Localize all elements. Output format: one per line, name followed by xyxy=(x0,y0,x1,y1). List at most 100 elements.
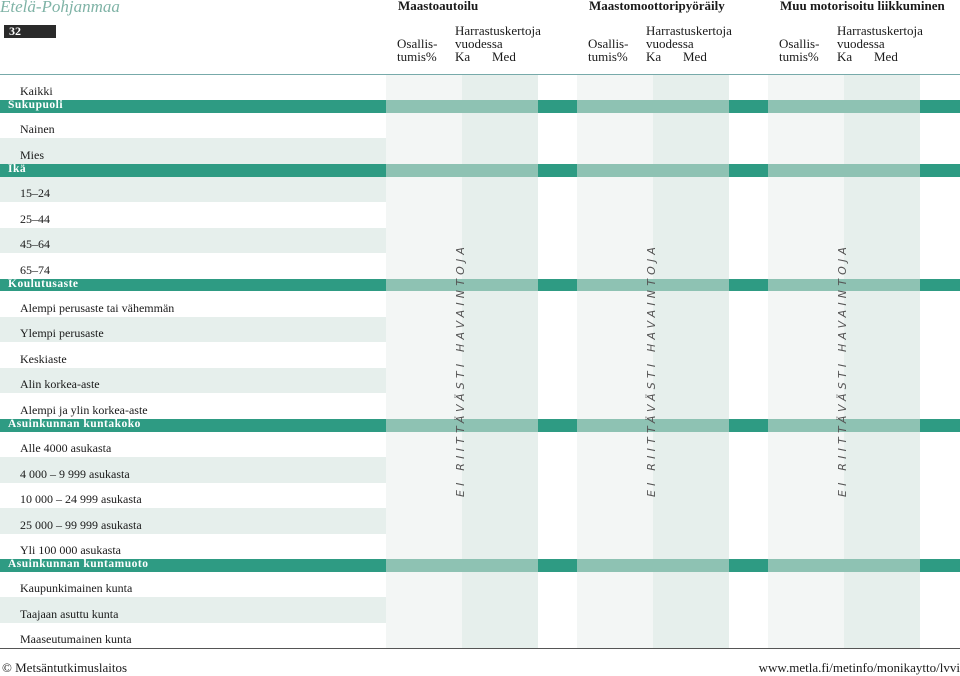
table-cell xyxy=(386,279,462,291)
table-cell xyxy=(538,457,576,483)
table-cell xyxy=(577,317,653,342)
table-row: Alempi perusaste tai vähemmän xyxy=(0,291,960,317)
table-cell xyxy=(577,228,653,253)
table-cell xyxy=(920,228,960,253)
table-cell xyxy=(538,623,576,648)
table-row: 15–24 xyxy=(0,177,960,202)
table-cell xyxy=(653,368,729,393)
table-cell xyxy=(920,100,960,113)
table-cell xyxy=(386,483,462,508)
table-cell xyxy=(920,177,960,202)
participation-header-line1: Osallis- xyxy=(397,36,438,51)
table-cell xyxy=(577,113,653,138)
mean-header: Ka xyxy=(646,49,662,64)
table-cell xyxy=(844,279,920,291)
table-cell xyxy=(729,113,767,138)
table-row: 45–64 xyxy=(0,228,960,253)
table-cell xyxy=(577,368,653,393)
participation-header-line2: tumis% xyxy=(779,49,819,64)
table-cell xyxy=(653,393,729,419)
table-cell xyxy=(462,291,538,317)
table-cell xyxy=(920,75,960,100)
table-cell xyxy=(768,228,844,253)
row-label-band xyxy=(0,597,386,623)
row-label-band xyxy=(0,177,386,202)
table-cell xyxy=(386,534,462,559)
table-cell xyxy=(844,253,920,279)
mean-header: Ka xyxy=(837,49,853,64)
row-label-band xyxy=(0,75,386,100)
table-cell xyxy=(386,291,462,317)
table-cell xyxy=(920,508,960,534)
table-cell xyxy=(386,419,462,432)
row-label-band xyxy=(0,393,386,419)
row-label: Ylempi perusaste xyxy=(20,326,104,340)
table-cell xyxy=(729,597,767,623)
table-cell xyxy=(844,419,920,432)
table-cell xyxy=(577,508,653,534)
table-cell xyxy=(577,483,653,508)
table-row: 65–74 xyxy=(0,253,960,279)
table-cell xyxy=(768,253,844,279)
table-cell xyxy=(462,432,538,457)
row-label: Yli 100 000 asukasta xyxy=(20,543,121,557)
row-label: Nainen xyxy=(20,122,55,136)
table-cell xyxy=(653,113,729,138)
table-cell xyxy=(920,559,960,572)
table-cell xyxy=(768,317,844,342)
table-cell xyxy=(844,457,920,483)
table-cell xyxy=(844,597,920,623)
table-row: Taajaan asuttu kunta xyxy=(0,597,960,623)
table-cell xyxy=(462,202,538,228)
table-cell xyxy=(462,164,538,177)
table-cell xyxy=(386,623,462,648)
table-cell xyxy=(462,342,538,368)
row-label-band xyxy=(0,138,386,164)
table-cell xyxy=(538,342,576,368)
table-cell xyxy=(729,177,767,202)
category-label: Sukupuoli xyxy=(8,99,64,111)
table-row: Mies xyxy=(0,138,960,164)
table-cell xyxy=(462,75,538,100)
participation-header-line2: tumis% xyxy=(588,49,628,64)
table-cell xyxy=(577,419,653,432)
table-cell xyxy=(462,623,538,648)
participation-header-line1: Osallis- xyxy=(779,36,820,51)
table-cell xyxy=(844,202,920,228)
table-cell xyxy=(462,483,538,508)
table-cell xyxy=(844,393,920,419)
footer-url[interactable]: www.metla.fi/metinfo/monikaytto/lvvi xyxy=(758,660,960,675)
table-cell xyxy=(538,75,576,100)
row-label-band xyxy=(0,483,386,508)
category-row: Asuinkunnan kuntakoko xyxy=(0,418,960,432)
table-cell xyxy=(538,508,576,534)
table-cell xyxy=(844,75,920,100)
table-cell xyxy=(462,368,538,393)
table-cell xyxy=(386,228,462,253)
category-label: Asuinkunnan kuntakoko xyxy=(8,418,141,430)
region-title: Etelä-Pohjanmaa xyxy=(0,0,120,16)
table-row: Alin korkea-aste xyxy=(0,368,960,393)
table-cell xyxy=(729,164,767,177)
table-cell xyxy=(653,228,729,253)
row-label: Kaikki xyxy=(20,84,53,98)
footer-rule xyxy=(0,648,960,649)
category-label: Koulutusaste xyxy=(8,278,79,290)
page-number: 32 xyxy=(4,25,56,38)
table-cell xyxy=(653,75,729,100)
table-cell xyxy=(538,483,576,508)
row-label: Kaupunkimainen kunta xyxy=(20,581,133,595)
table-cell xyxy=(768,164,844,177)
table-cell xyxy=(538,368,576,393)
table-row: Keskiaste xyxy=(0,342,960,368)
table-cell xyxy=(386,572,462,597)
table-cell xyxy=(462,597,538,623)
table-cell xyxy=(729,572,767,597)
table-cell xyxy=(653,279,729,291)
row-label: 65–74 xyxy=(20,263,50,277)
median-header: Med xyxy=(492,49,516,64)
table-cell xyxy=(386,317,462,342)
insufficient-data-notice: EI RIITTÄVÄSTI HAVAINTOJA xyxy=(645,242,658,497)
table-cell xyxy=(538,572,576,597)
table-cell xyxy=(462,508,538,534)
